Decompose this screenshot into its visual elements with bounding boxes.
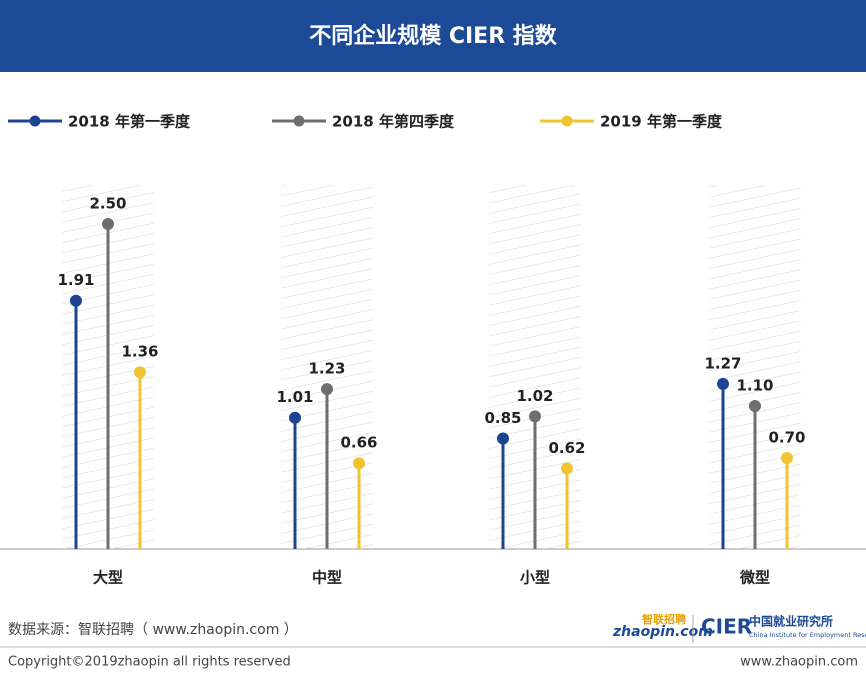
x-tick-label: 微型 [739,569,770,587]
data-label: 1.36 [121,343,158,361]
site: www.zhaopin.com [740,655,858,670]
x-tick-label: 小型 [520,569,550,587]
data-label: 1.10 [736,377,773,395]
dot [561,462,573,475]
logo-text: zhaopin.com [612,624,713,640]
x-tick-label: 中型 [312,569,342,587]
legend-dot [29,115,41,127]
dot [717,377,729,390]
logo-text: CIER [701,615,752,639]
data-label: 0.85 [484,409,521,427]
dot [102,218,114,230]
dot [289,411,301,424]
logo-text: 中国就业研究所 [749,614,833,629]
data-label: 0.70 [768,429,805,447]
dot [749,400,761,412]
logo-text: China Institute for Employment Research [749,631,866,639]
data-label: 1.01 [276,388,313,406]
legend-label: 2019 年第一季度 [600,113,723,131]
dot [353,457,365,470]
data-label: 1.27 [704,354,741,372]
data-label: 1.23 [308,360,345,378]
legend-dot [561,115,573,127]
dot [70,294,82,307]
copyright: Copyright©2019zhaopin all rights reserve… [8,655,291,670]
chart-title: 不同企业规模 CIER 指数 [309,23,558,49]
dot [321,383,333,396]
logo-text: 智联招聘 [642,612,686,626]
dot [781,452,793,464]
data-label: 0.66 [340,434,377,452]
data-label: 0.62 [548,439,585,457]
source: 数据来源：智联招聘（ www.zhaopin.com ） [8,622,298,638]
header-bar [0,0,866,72]
data-label: 1.91 [57,271,94,289]
data-label: 1.02 [516,387,553,405]
dot [529,410,541,423]
legend-label: 2018 年第一季度 [68,113,191,131]
legend-dot [293,115,305,127]
dot [497,432,509,445]
legend-label: 2018 年第四季度 [332,113,455,131]
data-label: 2.50 [89,195,126,213]
dot [134,366,146,379]
x-tick-label: 大型 [93,569,123,587]
